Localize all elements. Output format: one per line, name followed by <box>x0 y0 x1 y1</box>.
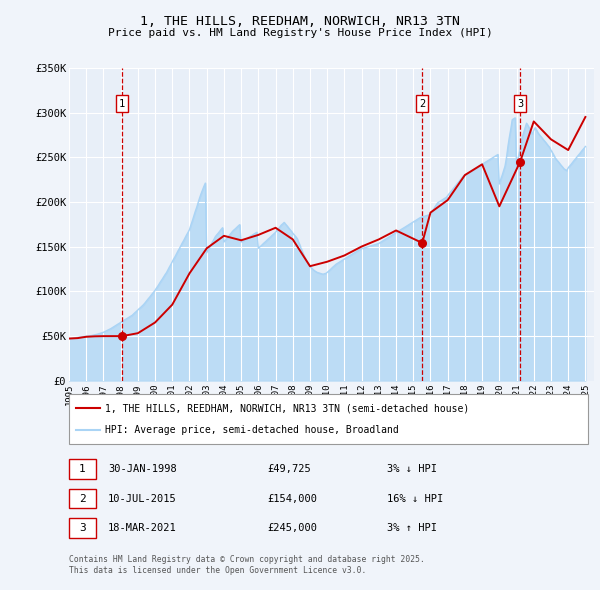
Text: 18-MAR-2021: 18-MAR-2021 <box>108 523 177 533</box>
Text: 1, THE HILLS, REEDHAM, NORWICH, NR13 3TN: 1, THE HILLS, REEDHAM, NORWICH, NR13 3TN <box>140 15 460 28</box>
Text: £49,725: £49,725 <box>267 464 311 474</box>
Text: 3: 3 <box>79 523 86 533</box>
Text: 3% ↑ HPI: 3% ↑ HPI <box>387 523 437 533</box>
Text: 1, THE HILLS, REEDHAM, NORWICH, NR13 3TN (semi-detached house): 1, THE HILLS, REEDHAM, NORWICH, NR13 3TN… <box>105 403 469 413</box>
Text: HPI: Average price, semi-detached house, Broadland: HPI: Average price, semi-detached house,… <box>105 425 399 435</box>
Text: 10-JUL-2015: 10-JUL-2015 <box>108 494 177 503</box>
Text: 2: 2 <box>419 99 425 109</box>
Text: £154,000: £154,000 <box>267 494 317 503</box>
Text: 3% ↓ HPI: 3% ↓ HPI <box>387 464 437 474</box>
Text: 3: 3 <box>517 99 523 109</box>
Text: £245,000: £245,000 <box>267 523 317 533</box>
Text: This data is licensed under the Open Government Licence v3.0.: This data is licensed under the Open Gov… <box>69 566 367 575</box>
Text: 1: 1 <box>119 99 125 109</box>
Text: Contains HM Land Registry data © Crown copyright and database right 2025.: Contains HM Land Registry data © Crown c… <box>69 555 425 563</box>
Text: 2: 2 <box>79 494 86 503</box>
Text: 16% ↓ HPI: 16% ↓ HPI <box>387 494 443 503</box>
Text: 1: 1 <box>79 464 86 474</box>
Text: 30-JAN-1998: 30-JAN-1998 <box>108 464 177 474</box>
Text: Price paid vs. HM Land Registry's House Price Index (HPI): Price paid vs. HM Land Registry's House … <box>107 28 493 38</box>
